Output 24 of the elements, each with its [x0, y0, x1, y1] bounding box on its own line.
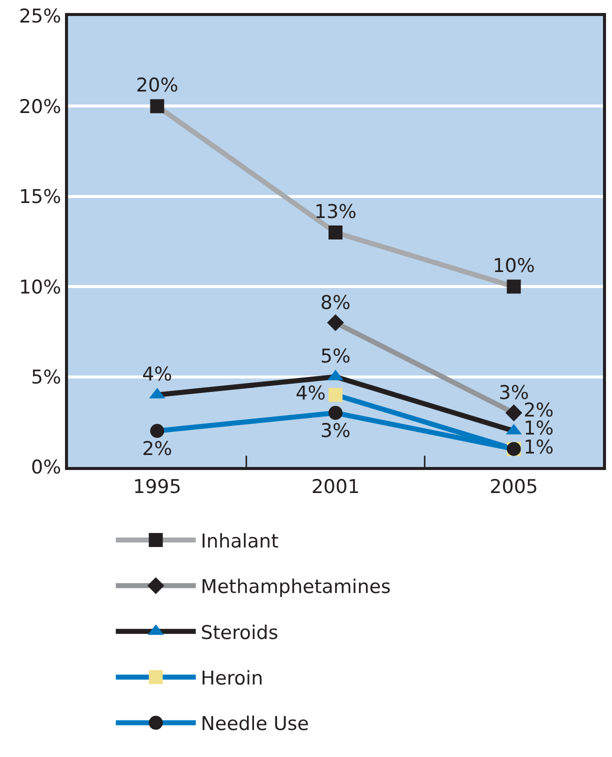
x-tick-label: 1995	[132, 476, 182, 498]
x-tick-label: 2005	[490, 476, 538, 498]
data-label: 20%	[136, 74, 178, 97]
data-label: 4%	[296, 382, 326, 405]
data-label: 2%	[142, 438, 172, 460]
data-label: 8%	[320, 292, 351, 314]
y-tick-label: 5%	[31, 366, 62, 388]
y-tick-label: 20%	[18, 96, 62, 118]
data-label: 3%	[320, 420, 351, 442]
data-label: 4%	[142, 363, 172, 386]
x-tick-label: 2001	[311, 476, 360, 498]
data-label: 13%	[314, 200, 357, 223]
y-tick-label: 15%	[18, 186, 62, 208]
legend-label: Steroids	[200, 622, 278, 644]
data-label: 1%	[524, 436, 554, 459]
legend-label: Heroin	[200, 667, 264, 690]
legend-label: Needle Use	[200, 713, 309, 736]
legend-label: Methamphetamines	[200, 576, 391, 598]
y-tick-label: 10%	[18, 276, 62, 298]
data-label: 10%	[492, 255, 535, 278]
data-label: 5%	[320, 345, 351, 368]
y-tick-label: 0%	[31, 456, 62, 479]
y-tick-label: 25%	[18, 6, 62, 28]
legend-label: Inhalant	[200, 530, 279, 552]
